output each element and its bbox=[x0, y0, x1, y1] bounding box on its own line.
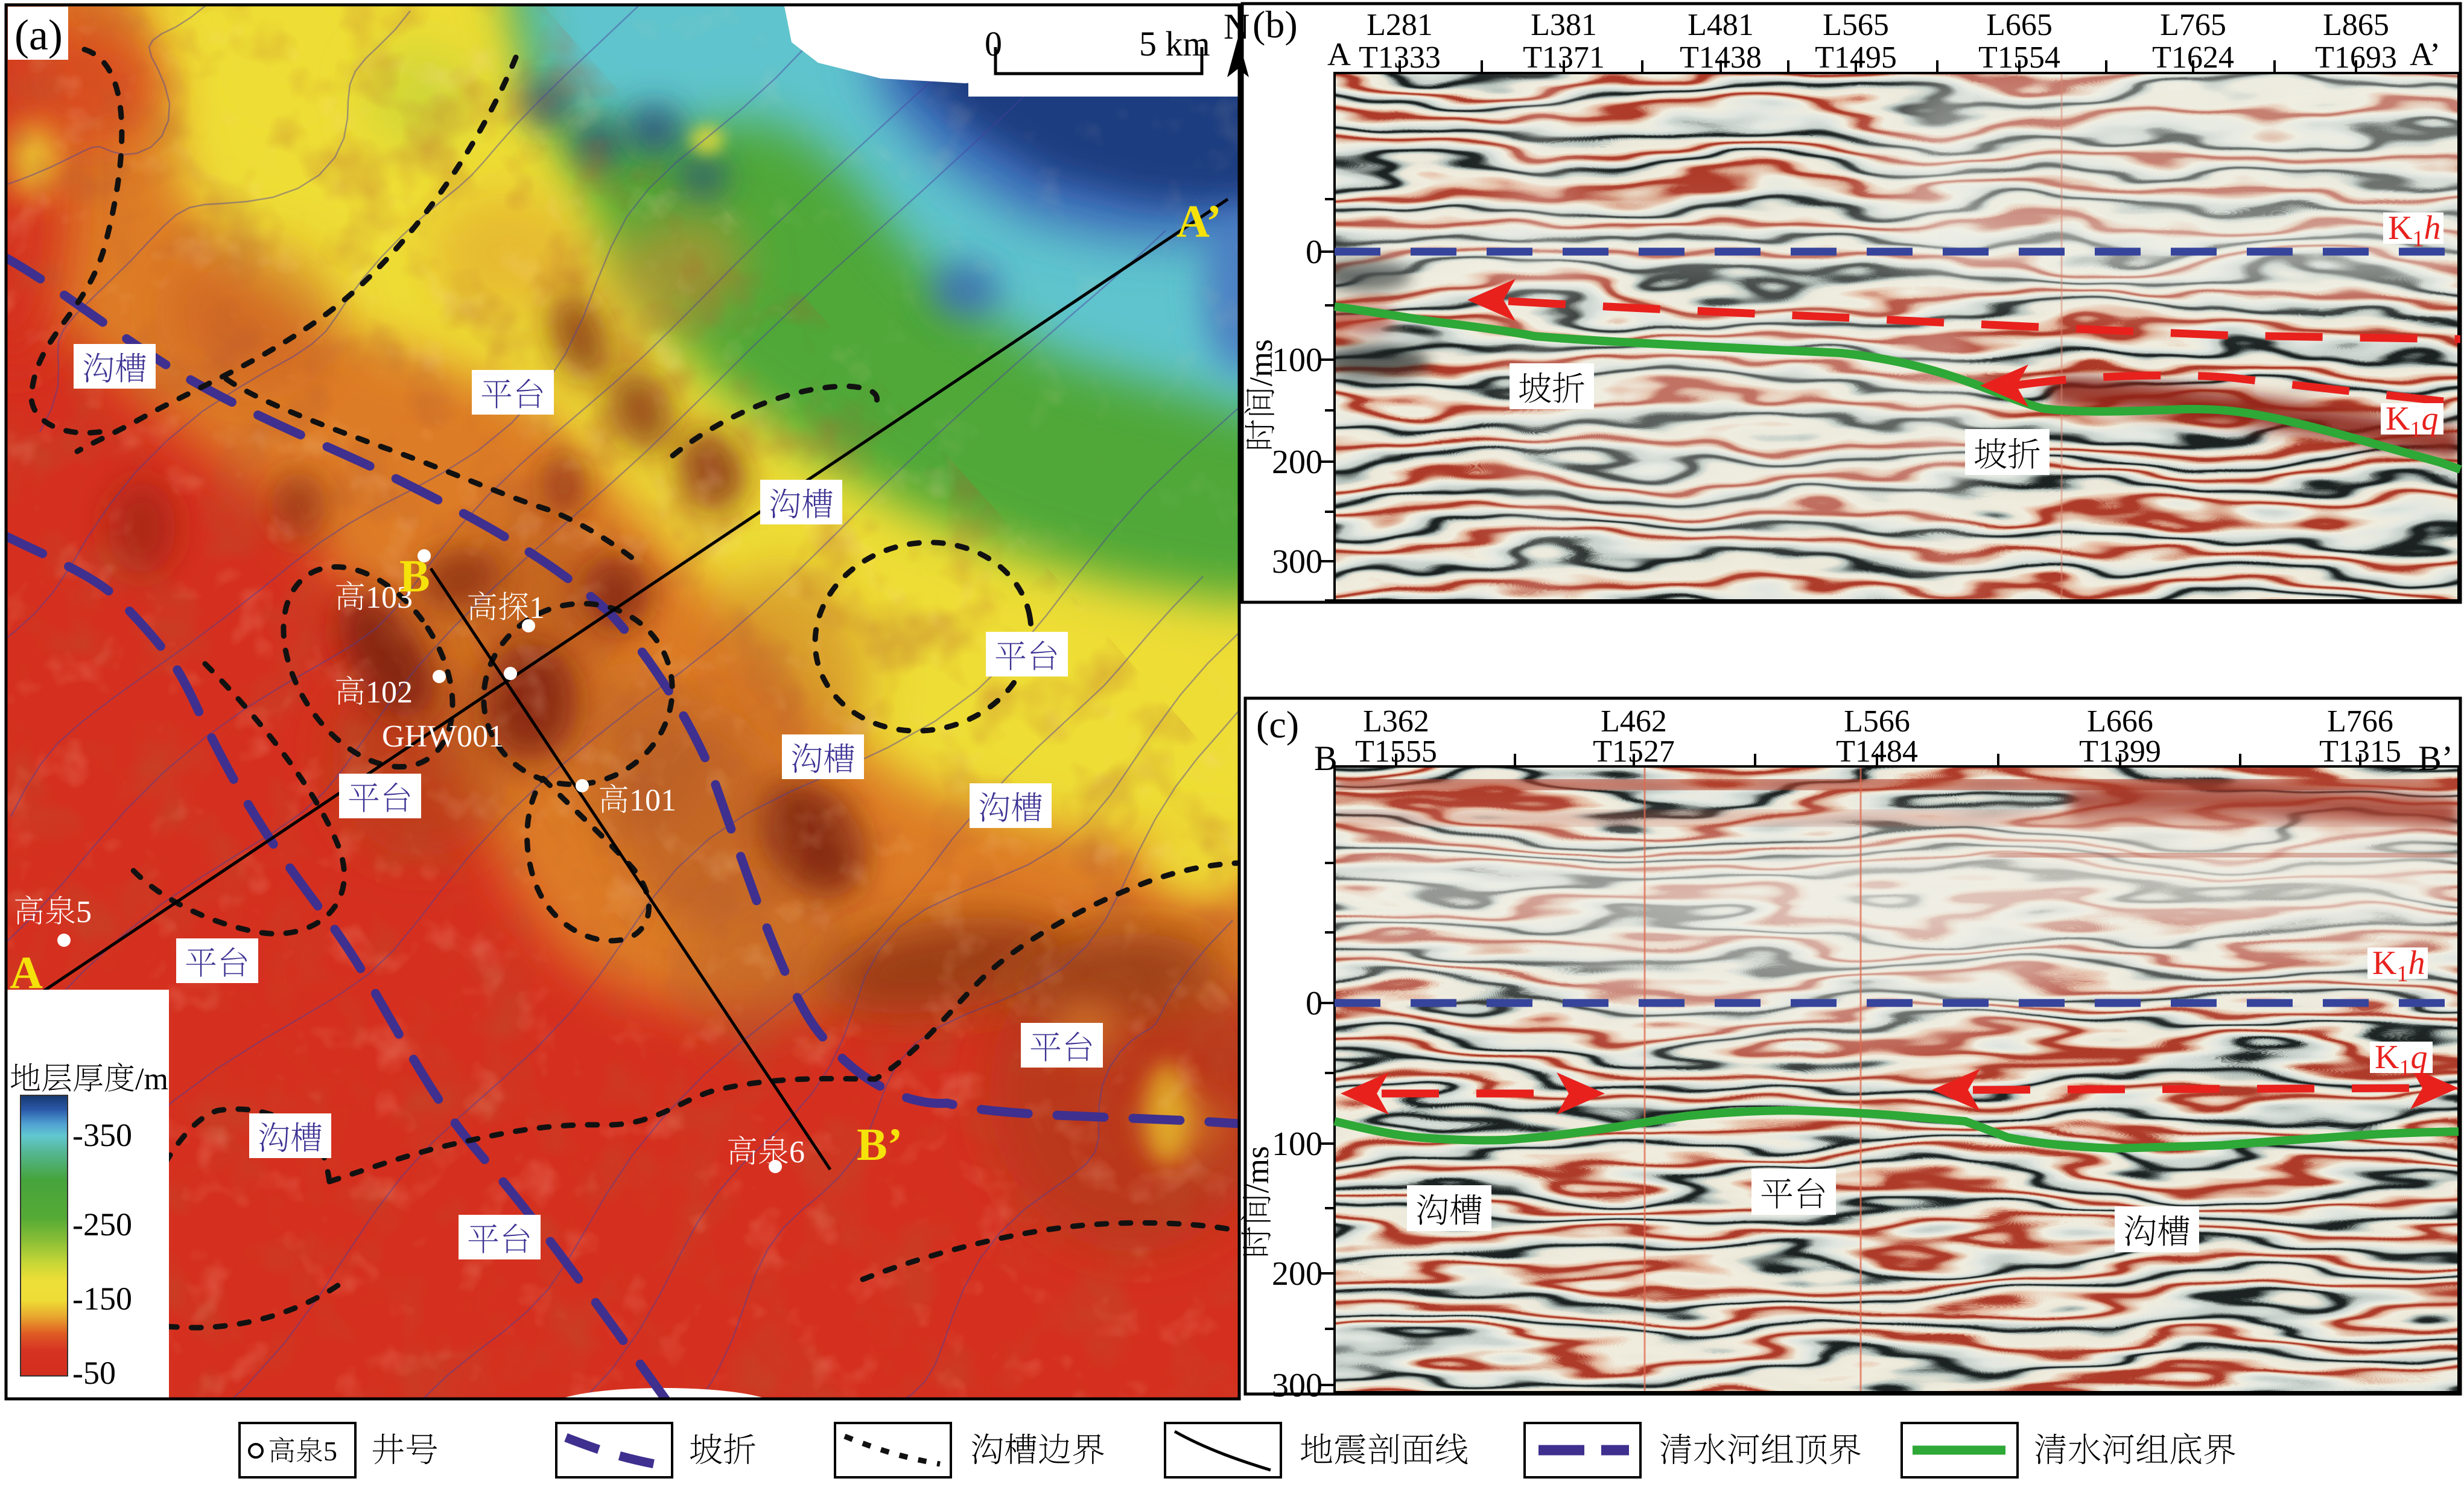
svg-text:L462: L462 bbox=[1601, 704, 1667, 739]
svg-text:L865: L865 bbox=[2323, 8, 2389, 42]
svg-text:L481: L481 bbox=[1688, 8, 1754, 42]
svg-text:5: 5 bbox=[76, 895, 92, 929]
svg-text:/ms: /ms bbox=[1243, 339, 1279, 386]
svg-text:B’: B’ bbox=[857, 1119, 903, 1170]
svg-text:101: 101 bbox=[629, 783, 676, 818]
svg-text:B: B bbox=[399, 551, 430, 602]
svg-text:(a): (a) bbox=[14, 11, 63, 59]
svg-text:(b): (b) bbox=[1253, 3, 1298, 46]
svg-text:L566: L566 bbox=[1844, 704, 1910, 739]
svg-text:A: A bbox=[1327, 36, 1351, 72]
svg-text:-50: -50 bbox=[72, 1355, 116, 1391]
svg-text:-150: -150 bbox=[72, 1281, 132, 1317]
svg-text:(c): (c) bbox=[1256, 703, 1299, 746]
svg-text:200: 200 bbox=[1272, 1255, 1322, 1293]
svg-text:L565: L565 bbox=[1823, 8, 1889, 42]
svg-text:/m: /m bbox=[135, 1062, 168, 1097]
svg-text:-350: -350 bbox=[72, 1117, 132, 1153]
svg-text:L665: L665 bbox=[1986, 8, 2053, 42]
svg-text:0: 0 bbox=[1306, 985, 1322, 1022]
svg-text:200: 200 bbox=[1272, 444, 1322, 481]
svg-text:N: N bbox=[1224, 7, 1249, 46]
svg-text:0: 0 bbox=[985, 24, 1002, 63]
svg-text:/ms: /ms bbox=[1239, 1146, 1275, 1193]
svg-text:L765: L765 bbox=[2160, 8, 2226, 42]
svg-text:100: 100 bbox=[1272, 1125, 1322, 1163]
svg-text:A’: A’ bbox=[1176, 196, 1222, 247]
svg-text:A: A bbox=[10, 947, 43, 998]
svg-text:B’: B’ bbox=[2418, 739, 2453, 778]
svg-text:300: 300 bbox=[1272, 543, 1322, 581]
svg-text:K1q: K1q bbox=[2386, 400, 2438, 442]
svg-text:6: 6 bbox=[789, 1135, 805, 1170]
svg-text:102: 102 bbox=[366, 675, 413, 710]
svg-text:100: 100 bbox=[1272, 342, 1322, 379]
svg-text:K1q: K1q bbox=[2375, 1039, 2427, 1081]
svg-text:GHW001: GHW001 bbox=[382, 719, 504, 754]
svg-text:L362: L362 bbox=[1363, 704, 1429, 739]
svg-text:-250: -250 bbox=[72, 1206, 132, 1243]
svg-text:103: 103 bbox=[366, 581, 413, 615]
svg-text:L381: L381 bbox=[1531, 8, 1597, 42]
svg-text:1: 1 bbox=[529, 591, 545, 625]
svg-text:L666: L666 bbox=[2087, 704, 2153, 739]
svg-text:L766: L766 bbox=[2327, 704, 2393, 739]
svg-text:L281: L281 bbox=[1367, 8, 1433, 42]
svg-text:0: 0 bbox=[1306, 234, 1322, 271]
svg-text:5: 5 bbox=[323, 1436, 337, 1466]
svg-text:300: 300 bbox=[1272, 1367, 1322, 1404]
svg-text:A’: A’ bbox=[2410, 36, 2440, 72]
svg-text:5 km: 5 km bbox=[1139, 24, 1210, 63]
